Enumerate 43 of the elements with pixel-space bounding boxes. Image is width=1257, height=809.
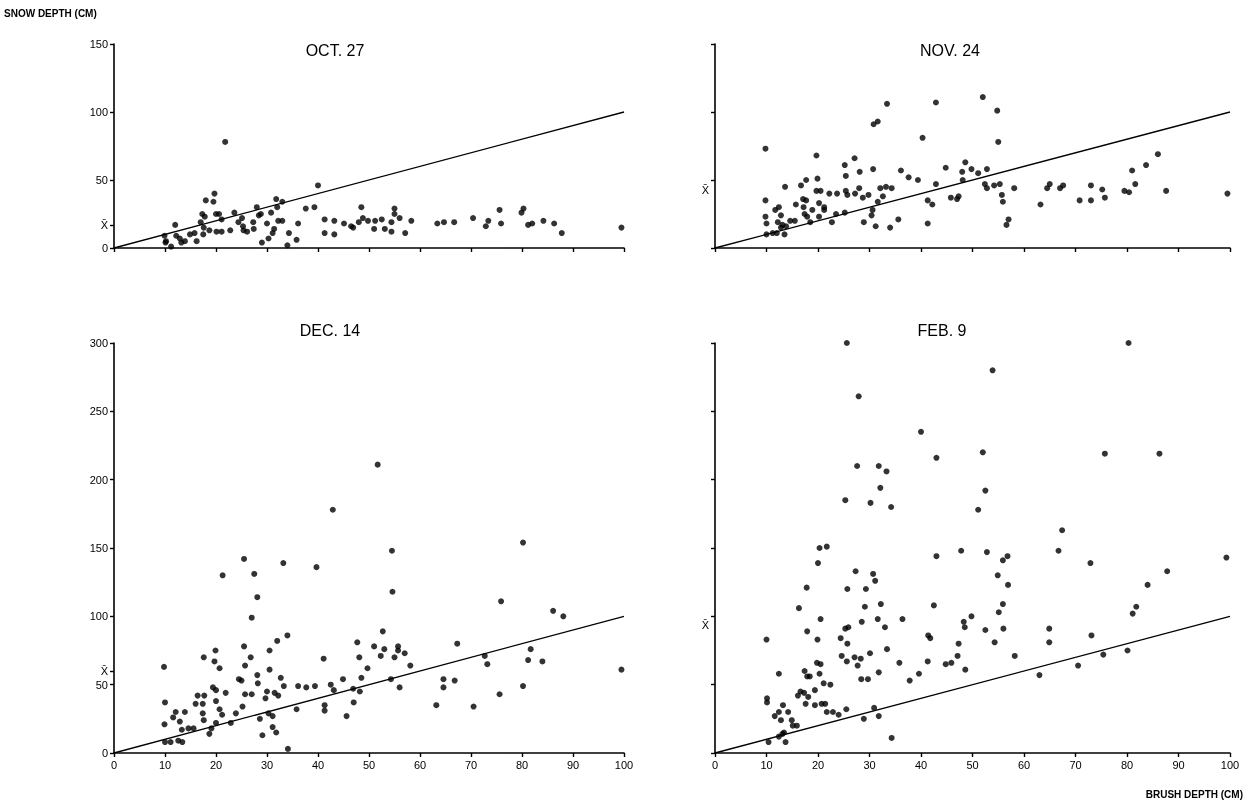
x-tick-label: 70 bbox=[464, 758, 478, 771]
x-tick-label: 20 bbox=[811, 758, 825, 771]
x-tick-label: 80 bbox=[515, 758, 529, 771]
y-tick-label: X̄ bbox=[100, 665, 109, 677]
y-tick-label: 250 bbox=[89, 405, 108, 418]
y-tick-label: 150 bbox=[89, 38, 108, 50]
x-tick-label: 100 bbox=[1220, 758, 1240, 771]
x-tick-label: 50 bbox=[966, 758, 979, 771]
y-axis-title: SNOW DEPTH (CM) bbox=[4, 7, 97, 19]
y-tick-label: 50 bbox=[95, 174, 108, 186]
y-tick-label: 0 bbox=[101, 747, 108, 759]
chart-title: OCT. 27 bbox=[305, 41, 365, 59]
x-tick-label: 30 bbox=[260, 758, 274, 771]
chart-title: NOV. 24 bbox=[920, 41, 981, 59]
y-tick-label: 100 bbox=[89, 106, 108, 118]
text: X̄ bbox=[701, 184, 710, 196]
x-tick-label: 0 bbox=[711, 758, 719, 771]
chart-title: FEB. 9 bbox=[917, 321, 967, 339]
x-tick-label: 20 bbox=[209, 758, 223, 771]
y-tick-label: 100 bbox=[89, 610, 108, 623]
x-tick-label: 60 bbox=[413, 758, 427, 771]
x-tick-label: 90 bbox=[566, 758, 580, 771]
y-tick-label: X̄ bbox=[100, 218, 109, 231]
x-tick-label: 40 bbox=[311, 758, 325, 771]
x-tick-label: 30 bbox=[863, 758, 876, 771]
y-tick-label: 150 bbox=[89, 542, 108, 554]
x-tick-label: 100 bbox=[614, 758, 634, 771]
text: X̄ bbox=[701, 619, 710, 631]
x-tick-label: 10 bbox=[158, 758, 172, 771]
x-tick-label: 0 bbox=[110, 758, 118, 771]
chart-title: DEC. 14 bbox=[299, 321, 361, 339]
x-tick-label: 90 bbox=[1172, 758, 1185, 771]
x-tick-label: 50 bbox=[362, 758, 376, 771]
x-axis-title: BRUSH DEPTH (CM) bbox=[1145, 788, 1243, 800]
x-tick-label: 70 bbox=[1069, 758, 1082, 771]
y-tick-label: 0 bbox=[101, 242, 108, 254]
x-tick-label: 10 bbox=[760, 758, 773, 771]
x-tick-label: 40 bbox=[914, 758, 928, 771]
y-tick-label: 50 bbox=[95, 678, 108, 691]
y-tick-label: 200 bbox=[89, 473, 108, 486]
x-tick-label: 80 bbox=[1120, 758, 1134, 771]
y-tick-label: 300 bbox=[89, 337, 108, 349]
x-tick-label: 60 bbox=[1017, 758, 1031, 771]
